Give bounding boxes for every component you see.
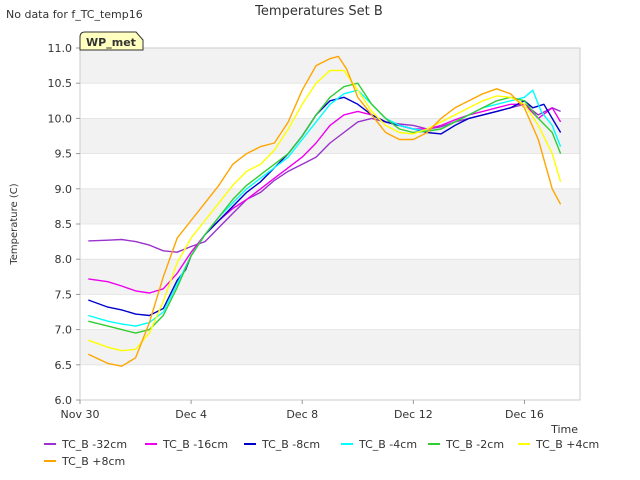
series-line-3 — [88, 89, 562, 327]
y-tick-label: 9.0 — [55, 183, 73, 196]
grid-bands — [80, 47, 580, 401]
y-tick-label: 6.5 — [55, 359, 73, 372]
wp-met-badge: WP_met — [79, 31, 144, 51]
legend-item: TC_B -16cm — [145, 438, 228, 451]
badge-text: WP_met — [86, 36, 136, 49]
y-tick-label: 9.5 — [55, 148, 73, 161]
legend-label: TC_B +4cm — [535, 438, 599, 451]
y-axis: 6.0 6.5 7.0 7.5 8.0 8.5 9.0 9.5 10.0 10.5 11.0 — [48, 42, 80, 407]
legend-item: TC_B -2cm — [428, 438, 504, 451]
grid-band — [80, 259, 580, 295]
grid-band — [80, 188, 580, 224]
y-tick-label: 7.5 — [55, 288, 73, 301]
y-tick-label: 10.5 — [48, 77, 73, 90]
y-tick-label: 7.0 — [55, 324, 73, 337]
y-tick-label: 6.0 — [55, 394, 73, 407]
legend-label: TC_B +8cm — [61, 455, 125, 468]
legend-item: TC_B +4cm — [518, 438, 599, 451]
legend-item: TC_B -8cm — [244, 438, 320, 451]
badge-shape — [79, 31, 144, 51]
legend-label: TC_B -16cm — [162, 438, 228, 451]
x-tick-label: Dec 12 — [394, 408, 433, 421]
y-tick-label: 8.0 — [55, 253, 73, 266]
y-axis-label: Temperature (C) — [9, 183, 20, 265]
x-axis: Nov 30 Dec 4 Dec 8 Dec 12 Dec 16 — [61, 400, 544, 421]
legend-label: TC_B -2cm — [445, 438, 504, 451]
x-tick-label: Nov 30 — [61, 408, 100, 421]
legend-item: TC_B -32cm — [44, 438, 127, 451]
y-tick-label: 11.0 — [48, 42, 73, 55]
grid-band — [80, 329, 580, 365]
x-tick-label: Dec 8 — [286, 408, 318, 421]
grid-band — [80, 118, 580, 154]
chart-title: Temperatures Set B — [254, 4, 383, 19]
x-tick-label: Dec 4 — [175, 408, 207, 421]
series-lines — [88, 55, 562, 367]
x-axis-label: Time — [550, 423, 578, 436]
plot-area — [79, 47, 581, 401]
legend: TC_B -32cm TC_B -16cm TC_B -8cm TC_B -4cm TC… — [44, 438, 599, 468]
x-tick-label: Dec 16 — [505, 408, 544, 421]
series-line-6 — [88, 55, 562, 367]
legend-item: TC_B +8cm — [44, 455, 125, 468]
series-line-5 — [88, 69, 562, 352]
y-tick-label: 8.5 — [55, 218, 73, 231]
series-line-2 — [88, 96, 562, 317]
grid-band — [80, 48, 580, 84]
legend-label: TC_B -32cm — [61, 438, 127, 451]
legend-item: TC_B -4cm — [341, 438, 417, 451]
y-tick-label: 10.0 — [48, 112, 73, 125]
legend-label: TC_B -4cm — [358, 438, 417, 451]
series-line-1 — [88, 103, 562, 294]
no-data-note: No data for f_TC_temp16 — [6, 8, 143, 21]
series-line-4 — [88, 82, 562, 334]
legend-label: TC_B -8cm — [261, 438, 320, 451]
